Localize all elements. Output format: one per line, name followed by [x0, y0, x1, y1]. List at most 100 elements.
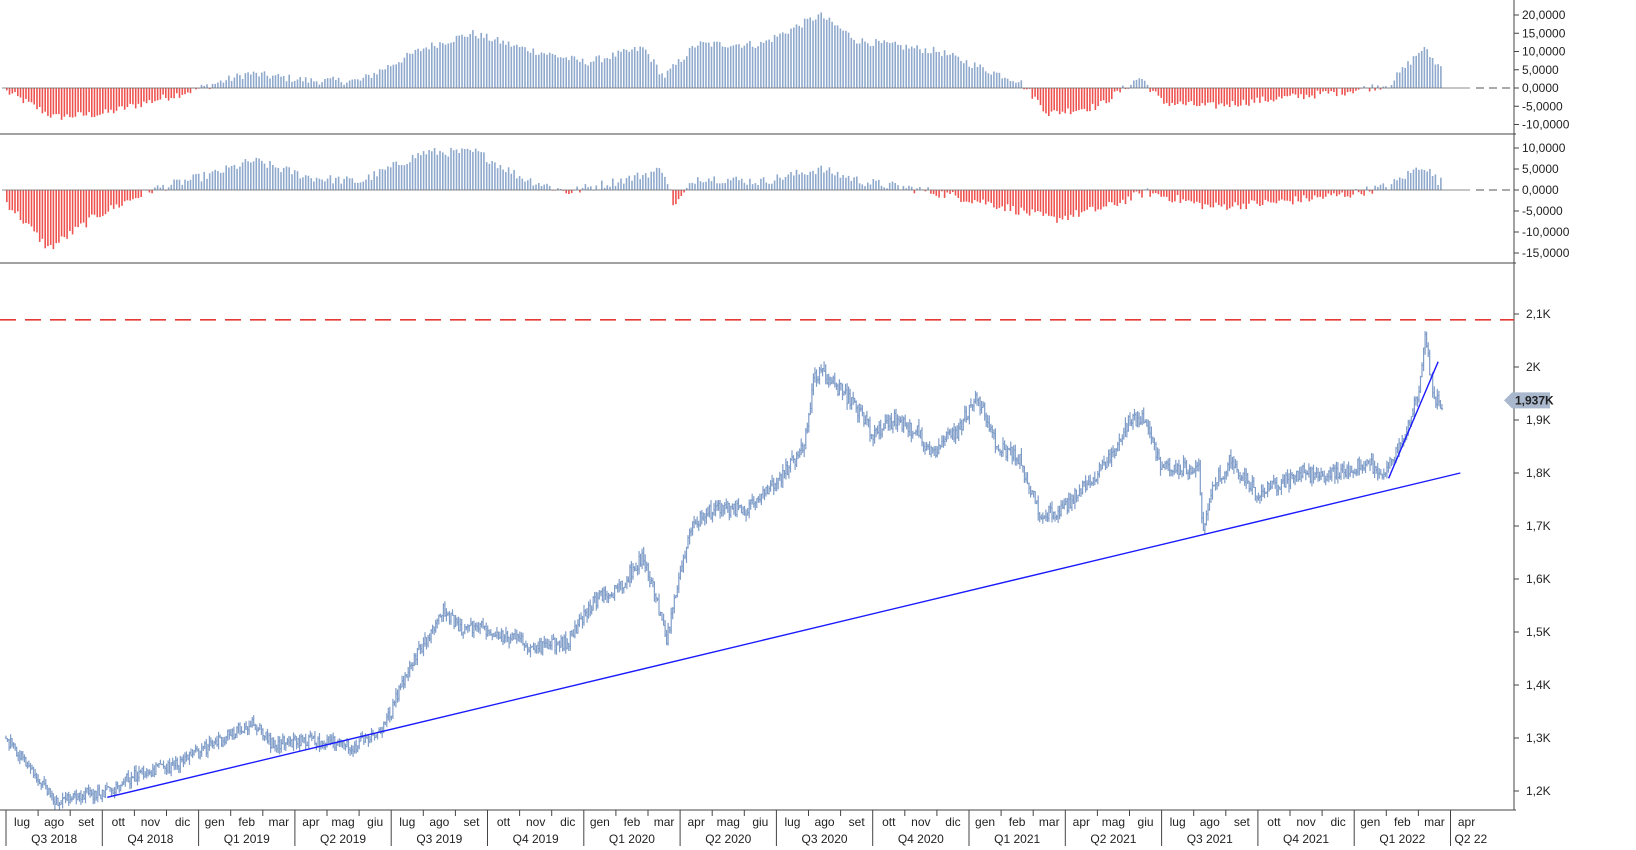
- oscillator-2-bar: [971, 190, 973, 204]
- oscillator-1-bar: [894, 41, 896, 88]
- oscillator-1-bar: [272, 75, 274, 88]
- oscillator-1-bar: [398, 62, 400, 88]
- month-label: apr: [302, 815, 319, 829]
- oscillator-1-bar: [746, 43, 748, 88]
- oscillator-2-bar: [768, 183, 770, 190]
- oscillator-2-bar: [82, 190, 85, 223]
- month-label: set: [849, 815, 866, 829]
- oscillator-1-bar: [908, 48, 910, 88]
- oscillator-1-bar: [1313, 88, 1316, 99]
- oscillator-2-bar: [1215, 190, 1217, 203]
- oscillator-1-bar: [1196, 88, 1198, 107]
- oscillator-1-bar: [559, 57, 562, 88]
- oscillator-2-bar: [104, 190, 107, 215]
- oscillator-1-bar: [620, 51, 622, 88]
- oscillator-1-bar: [732, 45, 735, 88]
- oscillator-1-tick-label: 10,0000: [1522, 45, 1566, 59]
- oscillator-1-bar: [1264, 88, 1267, 101]
- oscillator-2-bar: [44, 190, 46, 249]
- oscillator-1-bar: [1179, 88, 1182, 102]
- oscillator-2-bar: [902, 185, 905, 190]
- oscillator-2-bar: [1401, 178, 1404, 190]
- oscillator-2-bar: [173, 179, 175, 190]
- oscillator-2-bar: [409, 162, 411, 190]
- oscillator-1-bar: [255, 72, 258, 88]
- oscillator-1-bar: [156, 88, 159, 101]
- oscillator-2-bar: [1072, 190, 1075, 217]
- oscillator-2-bar: [417, 153, 419, 190]
- oscillator-1-bar: [384, 69, 386, 88]
- oscillator-2-bar: [1133, 190, 1135, 193]
- oscillator-2-bar: [200, 181, 203, 190]
- oscillator-2-bar: [1017, 190, 1020, 215]
- price-tick-label: 1,9K: [1526, 413, 1551, 427]
- oscillator-2-bar: [255, 157, 258, 190]
- oscillator-1-bar: [573, 56, 576, 88]
- oscillator-2-bar: [1009, 190, 1012, 211]
- oscillator-2-bar: [568, 190, 570, 194]
- oscillator-2-bar: [1020, 190, 1023, 208]
- last-value-label: 1,937K: [1515, 393, 1554, 407]
- oscillator-2-bar: [510, 173, 513, 190]
- oscillator-2-bar: [1097, 190, 1099, 210]
- oscillator-2-bar: [17, 190, 19, 212]
- month-label: mar: [269, 815, 290, 829]
- oscillator-2-bar: [1223, 190, 1226, 205]
- oscillator-1-bar: [324, 79, 326, 88]
- oscillator-1-bar: [1149, 88, 1151, 92]
- oscillator-2-bar: [825, 170, 828, 190]
- oscillator-1-bar: [1237, 88, 1239, 107]
- oscillator-2-bar: [987, 190, 990, 202]
- oscillator-1-bar: [252, 71, 255, 88]
- oscillator-1-bar: [592, 61, 595, 88]
- oscillator-1-bar: [417, 48, 419, 88]
- oscillator-1-bar: [941, 56, 943, 88]
- oscillator-2-bar: [1108, 190, 1110, 202]
- oscillator-1-bar: [905, 44, 907, 88]
- oscillator-2-bar: [170, 184, 173, 190]
- oscillator-1-bar: [935, 51, 938, 88]
- oscillator-2-bar: [1078, 190, 1080, 217]
- oscillator-2-bar: [655, 167, 658, 190]
- oscillator-2-bar: [998, 190, 1001, 208]
- oscillator-2-bar: [488, 163, 491, 190]
- oscillator-2-bar: [373, 171, 375, 190]
- oscillator-1-bar: [93, 88, 96, 117]
- oscillator-1-bar: [206, 84, 208, 88]
- oscillator-1-bar: [1141, 79, 1143, 88]
- oscillator-2-bar: [321, 179, 323, 190]
- oscillator-2-bar: [746, 184, 748, 190]
- oscillator-2-bar: [891, 181, 894, 190]
- oscillator-1-bar: [932, 46, 935, 88]
- month-label: gen: [975, 815, 995, 829]
- oscillator-1-bar: [614, 56, 617, 88]
- oscillator-2-bar: [1434, 174, 1437, 190]
- oscillator-1-bar: [1067, 88, 1069, 109]
- oscillator-2-bar: [1355, 189, 1357, 190]
- oscillator-2-bar: [1023, 190, 1025, 211]
- oscillator-1-bar: [1050, 88, 1053, 112]
- oscillator-2-bar: [708, 178, 710, 190]
- oscillator-2-bar: [1102, 190, 1105, 207]
- oscillator-1-bar: [850, 37, 853, 88]
- month-label: set: [1234, 815, 1251, 829]
- oscillator-1-bar: [699, 41, 702, 88]
- oscillator-1-bar: [44, 88, 46, 112]
- oscillator-2-bar: [1124, 190, 1127, 205]
- oscillator-1-bar: [442, 43, 444, 88]
- oscillator-2-bar: [1231, 190, 1234, 207]
- oscillator-1-bar: [664, 77, 666, 88]
- oscillator-2-bar: [381, 169, 384, 190]
- oscillator-2-bar: [680, 190, 683, 196]
- oscillator-1-bar: [282, 76, 285, 88]
- oscillator-1-bar: [17, 88, 19, 97]
- oscillator-1-bar: [1346, 88, 1349, 93]
- oscillator-1-bar: [6, 88, 8, 91]
- oscillator-1-bar: [1242, 88, 1245, 100]
- oscillator-2-bar: [518, 176, 521, 190]
- oscillator-2-bar: [403, 165, 406, 190]
- oscillator-2-bar: [19, 190, 22, 221]
- oscillator-2-bar: [609, 186, 611, 190]
- oscillator-2-bar: [47, 190, 49, 247]
- oscillator-1-bar: [812, 20, 814, 89]
